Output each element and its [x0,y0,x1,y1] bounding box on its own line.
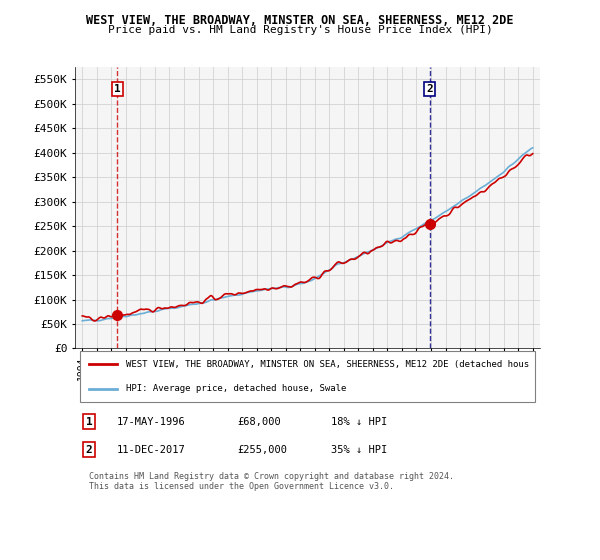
Text: 2: 2 [426,84,433,94]
Text: 2: 2 [86,445,92,455]
Text: £255,000: £255,000 [238,445,288,455]
Text: Contains HM Land Registry data © Crown copyright and database right 2024.
This d: Contains HM Land Registry data © Crown c… [89,472,454,491]
Text: WEST VIEW, THE BROADWAY, MINSTER ON SEA, SHEERNESS, ME12 2DE (detached hous: WEST VIEW, THE BROADWAY, MINSTER ON SEA,… [126,360,529,368]
Text: 1: 1 [114,84,121,94]
Text: £68,000: £68,000 [238,417,281,427]
Text: 11-DEC-2017: 11-DEC-2017 [117,445,185,455]
Text: 18% ↓ HPI: 18% ↓ HPI [331,417,387,427]
Text: 17-MAY-1996: 17-MAY-1996 [117,417,185,427]
Text: HPI: Average price, detached house, Swale: HPI: Average price, detached house, Swal… [126,384,347,394]
FancyBboxPatch shape [80,351,535,402]
Text: 35% ↓ HPI: 35% ↓ HPI [331,445,387,455]
Text: WEST VIEW, THE BROADWAY, MINSTER ON SEA, SHEERNESS, ME12 2DE: WEST VIEW, THE BROADWAY, MINSTER ON SEA,… [86,14,514,27]
Text: Price paid vs. HM Land Registry's House Price Index (HPI): Price paid vs. HM Land Registry's House … [107,25,493,35]
Text: 1: 1 [86,417,92,427]
